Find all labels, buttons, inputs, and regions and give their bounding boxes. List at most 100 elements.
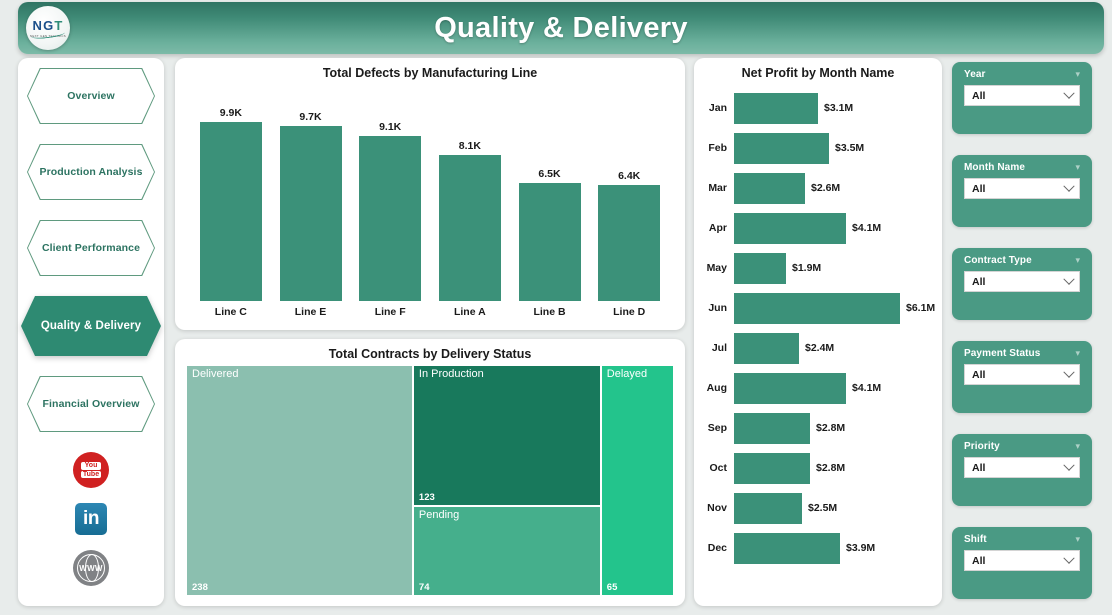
treemap-tile[interactable]: Pending 74 — [412, 505, 601, 596]
hbar-row[interactable]: Feb $3.5M — [694, 128, 942, 168]
slicer-header: Payment Status ▾ — [952, 341, 1092, 359]
bar-rect[interactable] — [518, 183, 581, 301]
bar-column[interactable]: 9.1K Line F — [359, 90, 422, 320]
bar-category-label: Line F — [374, 306, 406, 318]
bar-column[interactable]: 6.5K Line B — [518, 90, 581, 320]
hbar-rect[interactable] — [734, 292, 900, 324]
chevron-down-icon[interactable]: ▾ — [1075, 534, 1080, 544]
sidebar-item-label: Production Analysis — [39, 166, 143, 178]
hbar-category-label: Apr — [708, 222, 727, 234]
hbar-rect[interactable] — [734, 172, 805, 204]
bar-rect[interactable] — [279, 126, 342, 301]
hbar-value-label: $4.1M — [852, 222, 882, 234]
globe-lines — [77, 554, 105, 582]
slicer-dropdown[interactable]: All — [964, 178, 1080, 199]
slicer-month-name[interactable]: Month Name ▾ All — [952, 155, 1092, 227]
sidebar-nav: Overview Production Analysis Client Perfor… — [18, 58, 164, 606]
hbar-row[interactable]: Jul $2.4M — [694, 328, 942, 368]
slicer-year[interactable]: Year ▾ All — [952, 62, 1092, 134]
linkedin-icon[interactable]: in — [74, 502, 108, 536]
chevron-down-icon[interactable]: ▾ — [1075, 162, 1080, 172]
net-profit-panel: Net Profit by Month Name Jan $3.1M Feb $3.5… — [694, 58, 942, 606]
chevron-down-icon[interactable]: ▾ — [1075, 69, 1080, 79]
chevron-down-icon[interactable] — [1063, 273, 1075, 285]
hbar-value-label: $1.9M — [792, 262, 822, 274]
sidebar-item-financial-overview[interactable]: Financial Overview — [27, 376, 155, 432]
slicer-priority[interactable]: Priority ▾ All — [952, 434, 1092, 506]
youtube-icon[interactable]: You Tube — [73, 452, 109, 488]
hbar-row[interactable]: Jun $6.1M — [694, 288, 942, 328]
chevron-down-icon[interactable]: ▾ — [1075, 255, 1080, 265]
treemap-tile-value: 123 — [418, 491, 435, 503]
slicer-dropdown[interactable]: All — [964, 85, 1080, 106]
bar-column[interactable]: 9.9K Line C — [199, 90, 262, 320]
hbar-category-label: Aug — [706, 382, 727, 394]
slicer-header: Month Name ▾ — [952, 155, 1092, 173]
hbar-rect[interactable] — [734, 492, 802, 524]
chevron-down-icon[interactable] — [1063, 87, 1075, 99]
slicer-shift[interactable]: Shift ▾ All — [952, 527, 1092, 599]
bar-value-label: 6.5K — [538, 168, 561, 180]
logo-letter-t: T — [54, 17, 64, 33]
sidebar-item-label: Client Performance — [41, 242, 141, 254]
hbar-row[interactable]: Apr $4.1M — [694, 208, 942, 248]
hbar-rect[interactable] — [734, 252, 786, 284]
bar-category-label: Line D — [613, 306, 646, 318]
hbar-rect[interactable] — [734, 132, 829, 164]
treemap-tile-label: Delivered — [192, 368, 239, 380]
hbar-row[interactable]: Mar $2.6M — [694, 168, 942, 208]
hbar-rect[interactable] — [734, 372, 846, 404]
bar-rect[interactable] — [438, 155, 501, 301]
hbar-row[interactable]: Dec $3.9M — [694, 528, 942, 568]
hbar-rect[interactable] — [734, 92, 818, 124]
hbar-rect[interactable] — [734, 332, 799, 364]
slicer-dropdown[interactable]: All — [964, 550, 1080, 571]
bar-column[interactable]: 6.4K Line D — [598, 90, 661, 320]
hbar-row[interactable]: Oct $2.8M — [694, 448, 942, 488]
company-logo: NGT NEXT GEN TECHNICS — [26, 6, 70, 50]
hbar-row[interactable]: Jan $3.1M — [694, 88, 942, 128]
treemap-tile[interactable]: Delayed 65 — [600, 365, 674, 596]
hbar-category-label: May — [706, 262, 727, 274]
sidebar-item-label: Financial Overview — [42, 398, 140, 410]
chevron-down-icon[interactable] — [1063, 552, 1075, 564]
slicer-title: Contract Type — [964, 255, 1032, 266]
slicer-dropdown[interactable]: All — [964, 364, 1080, 385]
hbar-row[interactable]: May $1.9M — [694, 248, 942, 288]
bar-column[interactable]: 9.7K Line E — [279, 90, 342, 320]
hbar-rect[interactable] — [734, 212, 846, 244]
treemap-tile[interactable]: In Production 123 — [412, 365, 601, 506]
chevron-down-icon[interactable] — [1063, 180, 1075, 192]
slicer-selected-value: All — [972, 461, 986, 474]
sidebar-item-production-analysis[interactable]: Production Analysis — [27, 144, 155, 200]
sidebar-item-overview[interactable]: Overview — [27, 68, 155, 124]
slicer-contract-type[interactable]: Contract Type ▾ All — [952, 248, 1092, 320]
slicer-selected-value: All — [972, 182, 986, 195]
hbar-rect[interactable] — [734, 532, 840, 564]
hbar-row[interactable]: Nov $2.5M — [694, 488, 942, 528]
slicer-dropdown[interactable]: All — [964, 457, 1080, 478]
chevron-down-icon[interactable]: ▾ — [1075, 441, 1080, 451]
chevron-down-icon[interactable] — [1063, 459, 1075, 471]
delivery-status-title: Total Contracts by Delivery Status — [328, 347, 532, 361]
bar-rect[interactable] — [598, 185, 661, 301]
hbar-rect[interactable] — [734, 412, 810, 444]
sidebar-item-quality-delivery[interactable]: Quality & Delivery — [21, 296, 161, 356]
bar-rect[interactable] — [199, 122, 262, 301]
chevron-down-icon[interactable]: ▾ — [1075, 348, 1080, 358]
sidebar-item-client-performance[interactable]: Client Performance — [27, 220, 155, 276]
hbar-rect[interactable] — [734, 452, 810, 484]
bar-category-label: Line B — [533, 306, 566, 318]
hbar-value-label: $2.6M — [811, 182, 841, 194]
slicer-payment-status[interactable]: Payment Status ▾ All — [952, 341, 1092, 413]
hbar-row[interactable]: Aug $4.1M — [694, 368, 942, 408]
treemap-tile-label: Delayed — [606, 368, 648, 380]
hbar-category-label: Sep — [707, 422, 727, 434]
slicer-dropdown[interactable]: All — [964, 271, 1080, 292]
bar-column[interactable]: 8.1K Line A — [438, 90, 501, 320]
website-icon[interactable]: WWW — [73, 550, 109, 586]
hbar-row[interactable]: Sep $2.8M — [694, 408, 942, 448]
chevron-down-icon[interactable] — [1063, 366, 1075, 378]
treemap-tile[interactable]: Delivered 238 — [186, 365, 413, 596]
bar-rect[interactable] — [359, 136, 422, 301]
